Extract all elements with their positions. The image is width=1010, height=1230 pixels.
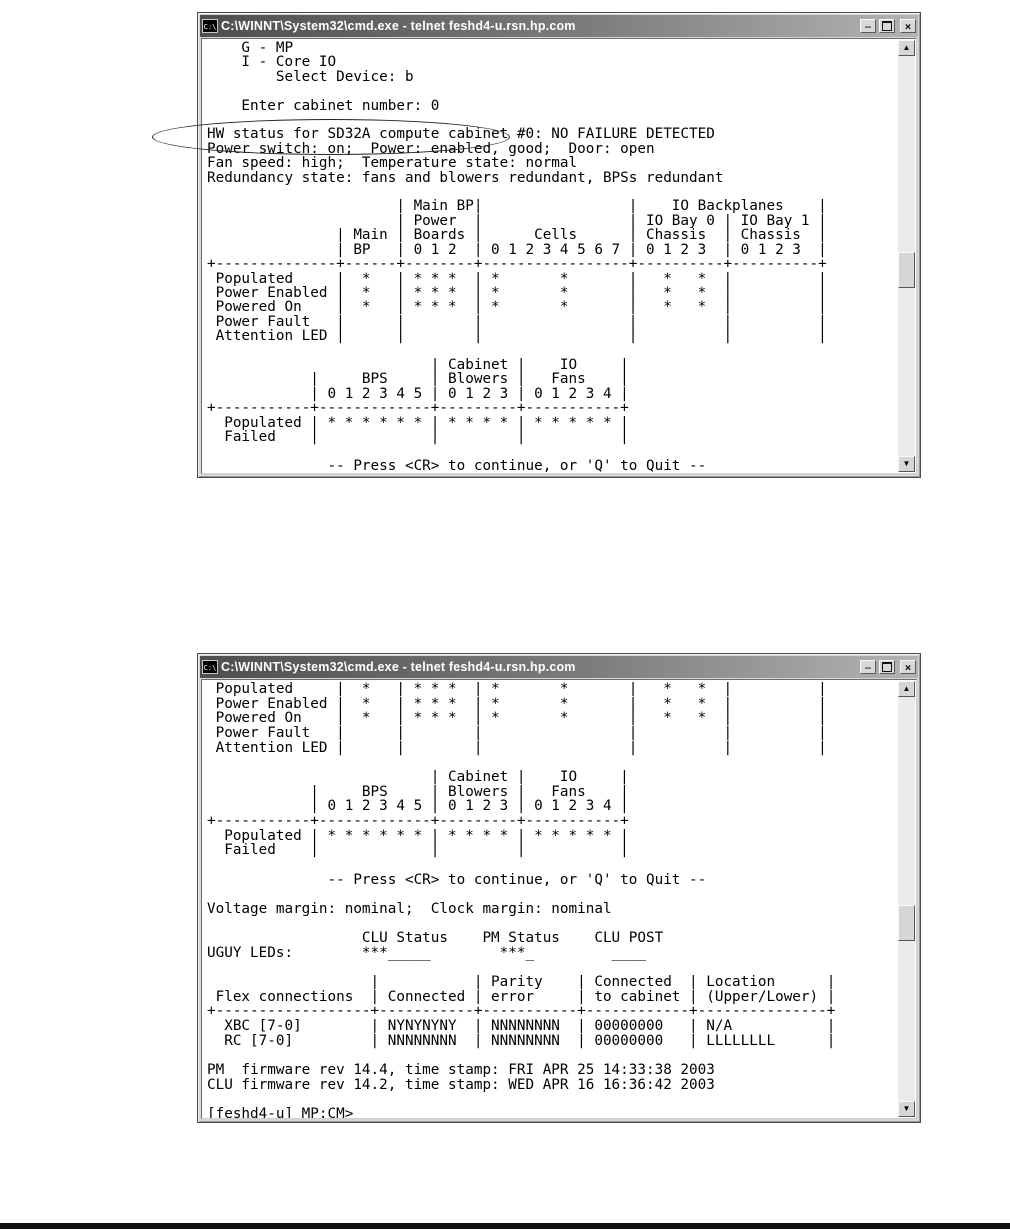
scroll-up-icon: ▲	[902, 684, 911, 693]
maximize-button[interactable]	[879, 660, 895, 674]
scroll-down-button[interactable]: ▼	[898, 1101, 915, 1117]
maximize-button[interactable]	[879, 19, 895, 33]
title-bar[interactable]: C:\ C:\WINNT\System32\cmd.exe - telnet f…	[200, 15, 918, 37]
close-button[interactable]: ×	[900, 660, 916, 674]
cmd-icon[interactable]: C:\	[202, 19, 218, 33]
minimize-icon: _	[864, 17, 872, 28]
vertical-scrollbar[interactable]: ▲ ▼	[898, 681, 915, 1117]
scroll-down-icon: ▼	[902, 1104, 911, 1113]
scroll-up-icon: ▲	[902, 43, 911, 52]
scroll-down-button[interactable]: ▼	[898, 456, 915, 472]
minimize-button[interactable]: _	[860, 658, 876, 674]
scroll-up-button[interactable]: ▲	[898, 681, 915, 697]
terminal-content-area: Populated | * | * * * | * * | * * | | Po…	[201, 679, 917, 1119]
scrollbar-thumb[interactable]	[898, 905, 915, 941]
vertical-scrollbar[interactable]: ▲ ▼	[898, 40, 915, 472]
terminal-window-2: C:\ C:\WINNT\System32\cmd.exe - telnet f…	[197, 653, 921, 1123]
maximize-icon	[882, 662, 892, 672]
maximize-icon	[882, 21, 892, 31]
terminal-content-area: G - MP I - Core IO Select Device: b Ente…	[201, 38, 917, 474]
window-title: C:\WINNT\System32\cmd.exe - telnet feshd…	[221, 660, 576, 674]
minimize-icon: _	[864, 658, 872, 669]
scroll-down-icon: ▼	[902, 459, 911, 468]
window-title: C:\WINNT\System32\cmd.exe - telnet feshd…	[221, 19, 576, 33]
minimize-button[interactable]: _	[860, 17, 876, 33]
terminal-window-1: C:\ C:\WINNT\System32\cmd.exe - telnet f…	[197, 12, 921, 478]
scrollbar-thumb[interactable]	[898, 252, 915, 288]
title-bar[interactable]: C:\ C:\WINNT\System32\cmd.exe - telnet f…	[200, 656, 918, 678]
page-bottom-rule	[0, 1223, 1010, 1229]
close-icon: ×	[904, 660, 912, 674]
scroll-up-button[interactable]: ▲	[898, 40, 915, 56]
terminal-output[interactable]: G - MP I - Core IO Select Device: b Ente…	[207, 40, 827, 474]
terminal-output[interactable]: Populated | * | * * * | * * | * * | | Po…	[207, 681, 836, 1119]
close-button[interactable]: ×	[900, 19, 916, 33]
close-icon: ×	[904, 19, 912, 33]
cmd-icon[interactable]: C:\	[202, 660, 218, 674]
